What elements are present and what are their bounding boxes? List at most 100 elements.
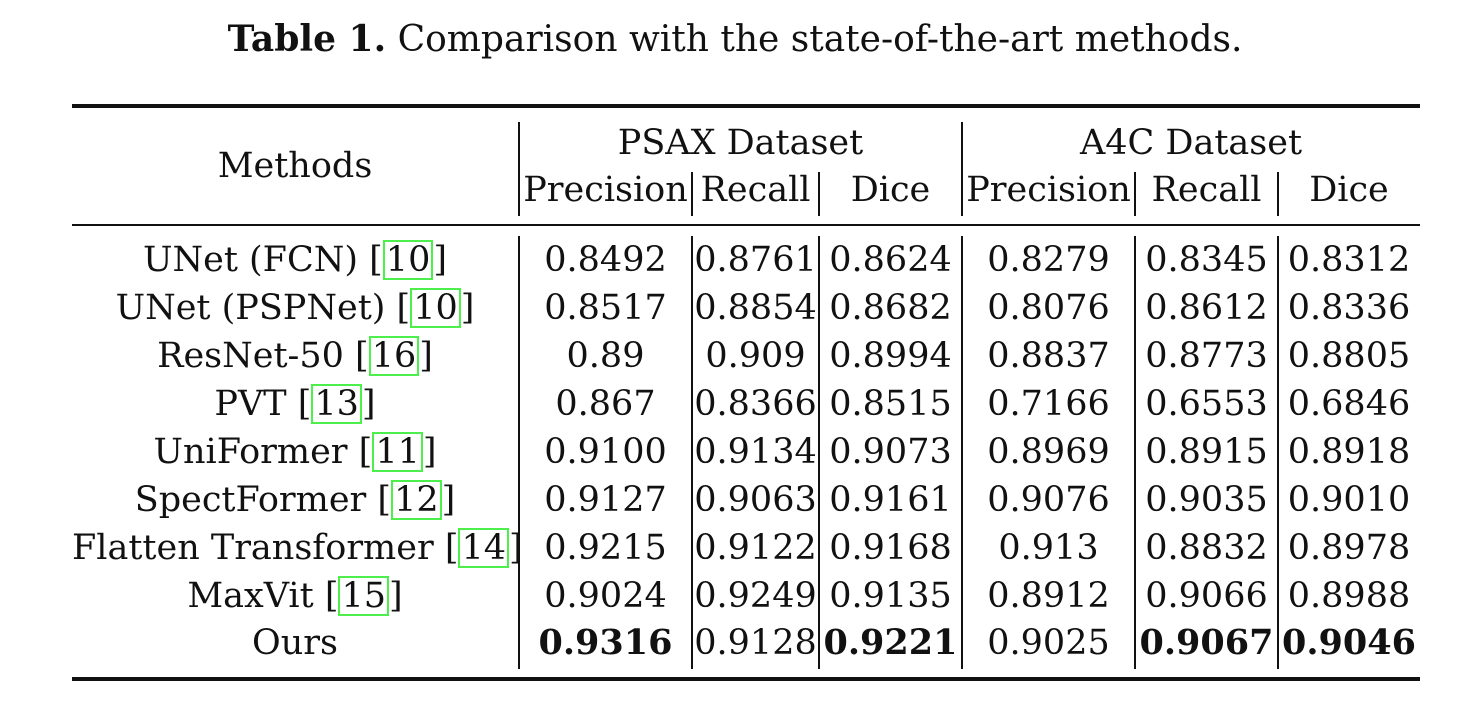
value-cell: 0.9076 [987,480,1110,520]
value-cell: 0.8345 [1145,240,1268,280]
citation-link[interactable]: 13 [311,384,362,424]
value-cell: 0.8773 [1145,336,1268,376]
value-cell: 0.8312 [1287,240,1411,280]
header-divider-col-3 [1277,172,1279,216]
column-header: Dice [850,170,931,210]
value-cell: 0.8624 [829,240,952,280]
value-cell: 0.8492 [544,240,667,280]
method-cell: SpectFormer [12] [134,480,456,520]
method-name: ResNet-50 [157,336,344,376]
value-cell: 0.9128 [694,623,817,663]
value-cell: 0.9215 [544,528,667,568]
value-cell: 0.89 [566,336,645,376]
method-cell: Ours [72,620,518,666]
header-divider-col-2 [1134,172,1136,216]
value-cell: 0.8517 [544,288,667,328]
value-cell: 0.8612 [1145,288,1268,328]
body-divider-4 [1134,236,1136,669]
method-name: UniFormer [153,432,348,472]
body-divider-2 [818,236,820,669]
value-cell: 0.6553 [1145,384,1268,424]
method-cell: Flatten Transformer [14] [72,528,523,568]
header-methods: Methods [217,146,373,186]
value-cell: 0.8854 [694,288,817,328]
method-name: PVT [214,384,287,424]
value-cell: 0.9025 [987,623,1110,663]
body-divider-1 [691,236,693,669]
method-name: SpectFormer [134,480,367,520]
table-caption: Table 1. Comparison with the state-of-th… [0,18,1470,60]
value-cell: 0.8076 [987,288,1110,328]
method-name: MaxVit [187,576,314,616]
method-name: Ours [252,623,338,663]
value-cell: 0.8761 [694,240,817,280]
header-divider-methods [518,122,520,216]
citation-link[interactable]: 15 [338,576,390,616]
caption-text: Comparison with the state-of-the-art met… [397,19,1243,60]
body-divider-5 [1277,236,1279,669]
citation-link[interactable]: 12 [391,480,442,520]
value-cell: 0.8918 [1287,432,1411,472]
value-cell: 0.8969 [987,432,1110,472]
header-rule [72,224,1420,226]
value-cell: 0.8682 [829,288,952,328]
value-cell: 0.9024 [544,576,667,616]
value-cell: 0.9134 [694,432,817,472]
value-cell: 0.9066 [1145,576,1268,616]
caption-label: Table 1. [227,18,387,60]
value-cell: 0.9010 [1287,480,1411,520]
value-cell: 0.9035 [1145,480,1268,520]
header-group-a4c: A4C Dataset [1079,123,1303,163]
value-cell: 0.8912 [987,576,1110,616]
value-cell: 0.8279 [987,240,1110,280]
value-cell: 0.8336 [1287,288,1411,328]
value-cell: 0.9127 [544,480,667,520]
column-header: Recall [700,170,811,210]
method-name: Flatten Transformer [72,528,434,568]
method-name: UNet (PSPNet) [115,288,386,328]
header-group-psax: PSAX Dataset [617,123,864,163]
method-cell: UNet (FCN) [10] [142,240,447,280]
value-cell: 0.8805 [1287,336,1411,376]
value-cell: 0.7166 [987,384,1110,424]
column-header: Precision [966,170,1131,210]
method-cell: UNet (PSPNet) [10] [115,288,475,328]
value-cell: 0.9316 [538,622,673,663]
method-cell: UniFormer [11] [153,432,437,472]
value-cell: 0.9249 [694,576,817,616]
value-cell: 0.8837 [987,336,1110,376]
column-header: Recall [1151,170,1262,210]
bottom-rule [72,677,1420,681]
citation-link[interactable]: 11 [372,432,423,472]
column-header: Precision [523,170,688,210]
value-cell: 0.8978 [1287,528,1411,568]
value-cell: 0.909 [705,336,806,376]
method-name: UNet (FCN) [142,240,359,280]
value-cell: 0.9100 [544,432,667,472]
header-divider-col-1 [818,172,820,216]
header-divider-col-0 [691,172,693,216]
value-cell: 0.9168 [829,528,952,568]
value-cell: 0.9221 [823,622,958,663]
value-cell: 0.8915 [1145,432,1268,472]
value-cell: 0.9063 [694,480,817,520]
citation-link[interactable]: 16 [368,336,420,376]
value-cell: 0.8994 [829,336,952,376]
value-cell: 0.6846 [1287,384,1411,424]
citation-link[interactable]: 10 [382,240,434,280]
method-cell: MaxVit [15] [187,576,403,616]
citation-link[interactable]: 14 [458,528,510,568]
column-header: Dice [1309,170,1389,210]
value-cell: 0.8832 [1145,528,1268,568]
value-cell: 0.9073 [829,432,952,472]
body-divider-0 [518,236,520,669]
value-cell: 0.9135 [829,576,952,616]
value-cell: 0.913 [998,528,1099,568]
body-divider-3 [961,236,963,669]
value-cell: 0.8515 [829,384,952,424]
method-cell: PVT [13] [214,384,376,424]
value-cell: 0.9046 [1282,622,1416,663]
citation-link[interactable]: 10 [410,288,461,328]
header-divider-group [961,122,963,216]
value-cell: 0.8988 [1287,576,1411,616]
